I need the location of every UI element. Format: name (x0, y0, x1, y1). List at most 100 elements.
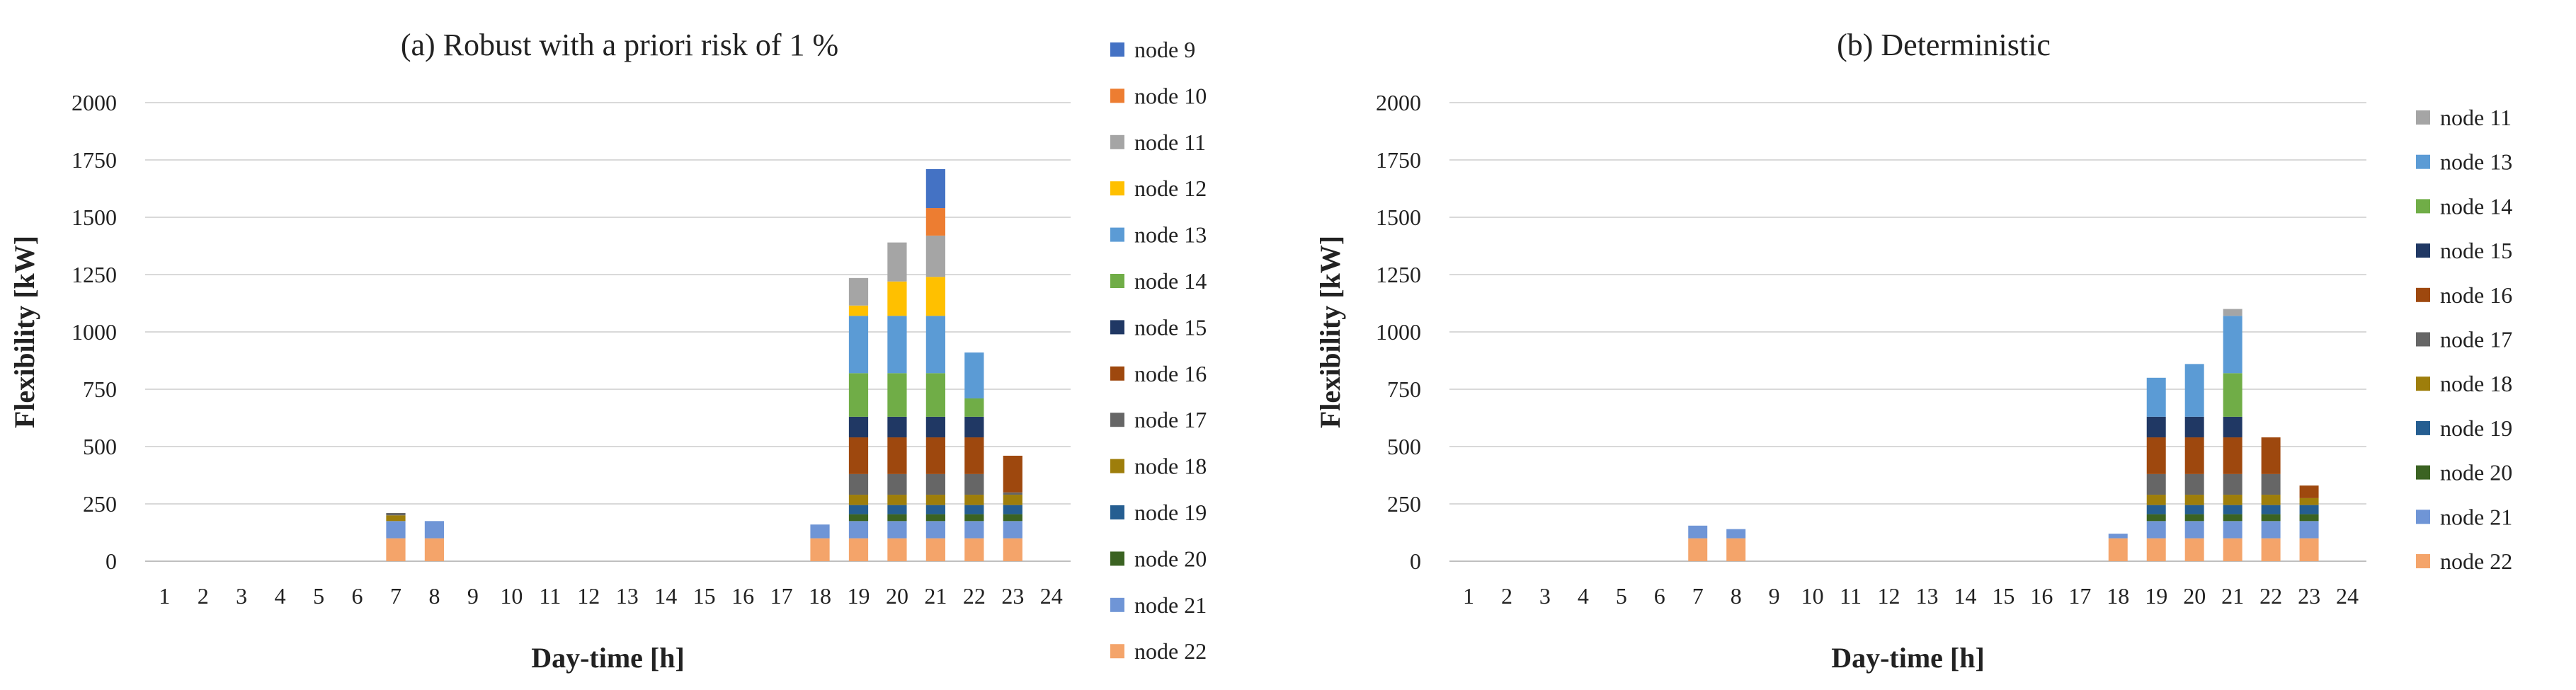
legend-swatch-node-16 (1110, 366, 1124, 381)
legend-swatch-node-19 (2416, 420, 2430, 435)
x-tick-label: 19 (2145, 583, 2167, 609)
bar-segment-node-22-h22 (2261, 538, 2281, 561)
x-tick-label: 10 (500, 583, 523, 609)
bar-segment-node-14-h21 (2223, 373, 2242, 417)
legend-label-node-22: node 22 (2440, 548, 2512, 574)
x-tick-label: 7 (1692, 583, 1704, 609)
bar-segment-node-21-h7 (386, 521, 406, 539)
legend-swatch-node-10 (1110, 88, 1124, 103)
x-axis-label: Day-time [h] (531, 642, 685, 674)
bar-segment-node-20-h22 (2261, 514, 2281, 522)
bar-segment-node-20-h20 (2184, 514, 2204, 522)
y-axis-label: Flexibility [kW] (1314, 236, 1346, 428)
bar-segment-node-12-h20 (887, 281, 907, 316)
bar-segment-node-17-h23 (1003, 492, 1022, 495)
x-tick-label: 1 (159, 583, 170, 609)
legend-swatch-node-18 (1110, 459, 1124, 473)
legend-label-node-16: node 16 (1134, 361, 1207, 386)
bar-segment-node-18-h23 (1003, 495, 1022, 505)
x-tick-label: 18 (809, 583, 831, 609)
bar-segment-node-19-h19 (848, 505, 869, 514)
x-tick-label: 12 (1878, 583, 1900, 609)
y-tick-label: 250 (83, 491, 117, 517)
legend-swatch-node-22 (1110, 644, 1124, 659)
bar-segment-node-21-h8 (1726, 529, 1746, 539)
bar-segment-node-12-h19 (848, 305, 869, 316)
x-tick-label: 13 (616, 583, 639, 609)
y-tick-label: 1750 (1376, 147, 1421, 173)
y-tick-label: 1750 (72, 147, 117, 173)
legend-label-node-15: node 15 (1134, 314, 1207, 340)
bar-segment-node-22-h19 (2146, 538, 2166, 561)
legend-label-node-21: node 21 (2440, 504, 2512, 529)
legend-swatch-node-19 (1110, 505, 1124, 519)
legend-swatch-node-18 (2416, 376, 2430, 391)
bar-segment-node-16-h19 (2146, 437, 2166, 474)
bar-segment-node-16-h22 (2261, 437, 2281, 474)
legend-label-node-18: node 18 (2440, 371, 2512, 396)
bar-segment-node-11-h21 (2223, 309, 2242, 316)
bar-segment-node-16-h23 (2299, 485, 2319, 498)
x-tick-label: 17 (2068, 583, 2091, 609)
bar-segment-node-22-h7 (1688, 538, 1708, 561)
bar-segment-node-17-h19 (848, 473, 869, 495)
x-tick-label: 15 (693, 583, 716, 609)
legend-swatch-node-17 (2416, 332, 2430, 347)
bar-segment-node-22-h18 (2108, 538, 2128, 561)
bar-segment-node-19-h21 (925, 505, 946, 514)
bar-segment-node-21-h20 (887, 521, 907, 539)
bar-segment-node-21-h23 (2299, 521, 2319, 539)
chart-title: (b) Deterministic (1837, 28, 2051, 62)
x-tick-label: 3 (236, 583, 247, 609)
y-tick-label: 2000 (72, 90, 117, 115)
legend-label-node-11: node 11 (1134, 130, 1206, 155)
bar-segment-node-20-h23 (2299, 514, 2319, 522)
x-tick-label: 8 (1731, 583, 1742, 609)
legend: node 11 node 13 node 14 node 15 node 16 node … (2416, 105, 2512, 574)
legend-swatch-node-21 (2416, 510, 2430, 524)
bar-segment-node-15-h20 (887, 416, 907, 438)
bar-segment-node-20-h20 (887, 514, 907, 522)
x-tick-label: 16 (731, 583, 754, 609)
bar-segment-node-13-h19 (2146, 377, 2166, 417)
x-tick-label: 7 (390, 583, 401, 609)
bar-segment-node-14-h20 (887, 373, 907, 417)
bar-segment-node-22-h8 (424, 538, 445, 561)
bar-segment-node-11-h19 (848, 277, 869, 306)
bar-segment-node-13-h20 (887, 316, 907, 374)
y-axis-label: Flexibility [kW] (8, 236, 40, 428)
bar-segment-node-20-h21 (925, 514, 946, 522)
x-tick-label: 8 (428, 583, 440, 609)
x-tick-label: 17 (770, 583, 793, 609)
bar-segment-node-22-h23 (2299, 538, 2319, 561)
bar-segment-node-17-h22 (2261, 473, 2281, 495)
x-tick-label: 2 (1501, 583, 1512, 609)
x-tick-label: 24 (1040, 583, 1063, 609)
y-tick-label: 1250 (1376, 262, 1421, 287)
legend-swatch-node-21 (1110, 597, 1124, 612)
legend-label-node-16: node 16 (2440, 282, 2512, 308)
legend-label-node-20: node 20 (1134, 546, 1207, 571)
bar-segment-node-19-h19 (2146, 505, 2166, 514)
bar-segment-node-15-h20 (2184, 416, 2204, 438)
bar-segment-node-21-h22 (964, 521, 984, 539)
legend-label-node-17: node 17 (1134, 407, 1207, 432)
x-tick-label: 14 (1954, 583, 1976, 609)
x-tick-label: 9 (467, 583, 479, 609)
y-tick-label: 500 (83, 434, 117, 459)
legend-swatch-node-14 (1110, 274, 1124, 288)
x-tick-label: 20 (2183, 583, 2206, 609)
legend-swatch-node-9 (1110, 42, 1124, 57)
legend-swatch-node-15 (2416, 243, 2430, 258)
x-tick-label: 18 (2107, 583, 2129, 609)
bar-segment-node-19-h23 (2299, 505, 2319, 514)
x-tick-label: 21 (2221, 583, 2244, 609)
y-tick-label: 1500 (1376, 205, 1421, 230)
bar-segment-node-16-h21 (925, 437, 946, 474)
bar-segment-node-15-h21 (925, 416, 946, 438)
bar-segment-node-19-h22 (964, 505, 984, 514)
bar-segment-node-21-h20 (2184, 521, 2204, 539)
legend-swatch-node-13 (1110, 227, 1124, 242)
legend-label-node-21: node 21 (1134, 592, 1207, 618)
